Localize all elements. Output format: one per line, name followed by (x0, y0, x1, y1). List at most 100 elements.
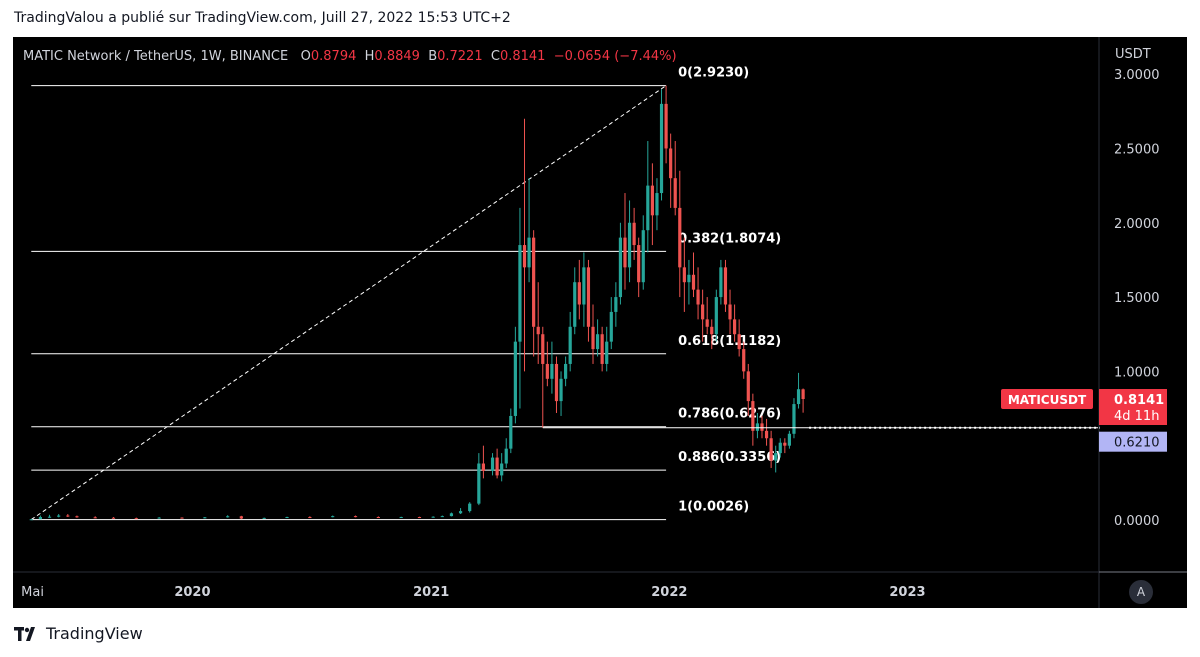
price-tick-label: 1.0000 (1114, 365, 1160, 380)
candle-body (417, 517, 422, 519)
candle-body (481, 463, 486, 471)
candle-body (564, 363, 568, 379)
candle (586, 259, 591, 342)
candle (646, 141, 650, 253)
candle (468, 502, 472, 513)
legend-close-label: C (490, 49, 500, 64)
candle (495, 448, 499, 479)
candle (618, 222, 623, 305)
price-tick-label: 3.0000 (1114, 68, 1160, 83)
candle (701, 289, 705, 342)
ohlc-legend: MATIC Network / TetherUS, 1W, BINANCE O0… (23, 49, 677, 64)
candle-body (746, 371, 750, 402)
candle (38, 515, 43, 520)
candle (760, 415, 764, 439)
candle-body (774, 453, 778, 461)
candle (582, 252, 586, 327)
candlestick-chart[interactable]: 0(2.9230) 0.382(1.8074) 0.618(1.1182) 0.786… (13, 37, 1187, 608)
candle-body (787, 433, 791, 446)
candle (723, 259, 728, 312)
candle-body (203, 517, 207, 519)
candle (93, 516, 97, 519)
candle (554, 356, 559, 413)
symbol-tag-bg (1001, 389, 1093, 410)
candle-body (527, 237, 531, 268)
candle (801, 388, 805, 413)
candle (536, 282, 540, 364)
candle-body (93, 517, 97, 519)
candle-body (239, 516, 243, 519)
candle-body (655, 193, 659, 216)
price-tick-label: 2.0000 (1114, 217, 1160, 232)
candle-body (614, 297, 618, 312)
candle-body (710, 326, 714, 335)
candle (682, 237, 686, 312)
fib-level-label: 0.886(0.3356) (678, 450, 781, 465)
candle-body (595, 334, 600, 350)
candle-body (57, 515, 61, 517)
candle-body (47, 516, 52, 518)
candle-body (399, 517, 403, 519)
candle-body (705, 319, 709, 327)
candle-body (29, 519, 33, 521)
candle-body (792, 404, 796, 434)
time-axis[interactable]: Mai 2020 2021 2022 2023 (13, 571, 1187, 600)
candle-body (440, 516, 444, 518)
candle (573, 267, 577, 335)
candle (513, 326, 517, 424)
candle-body (751, 401, 755, 431)
candle-body (728, 304, 732, 320)
candle-body (591, 326, 595, 350)
candle-body (582, 267, 586, 305)
candle (664, 85, 668, 164)
candle (669, 133, 673, 208)
candle-body (134, 518, 138, 520)
fib-retracement[interactable]: 0(2.9230) 0.382(1.8074) 0.618(1.1182) 0.786… (30, 66, 781, 521)
price-axis[interactable]: 3.0000 2.5000 2.0000 1.5000 1.0000 0.0000 (1098, 37, 1160, 608)
candle-body (490, 457, 495, 471)
candle (659, 89, 664, 201)
candle-body (742, 349, 746, 372)
candle-body (769, 438, 773, 461)
candle-body (477, 463, 481, 504)
candle-body (719, 267, 723, 298)
candle-body (646, 185, 650, 231)
brand[interactable]: TradingView (14, 624, 143, 643)
publisher-line: TradingValou a publié sur TradingView.co… (14, 10, 511, 26)
candle (655, 178, 659, 231)
candle-body (659, 103, 664, 194)
candle-body (75, 516, 79, 518)
candle-body (545, 363, 549, 379)
legend-low-label: B (428, 49, 438, 64)
candle-body (38, 517, 43, 520)
chart-panel[interactable]: 0(2.9230) 0.382(1.8074) 0.618(1.1182) 0.786… (13, 37, 1187, 608)
candle-body (518, 245, 522, 342)
candle-body (673, 178, 677, 208)
candle (577, 259, 581, 320)
tradingview-logo-icon (14, 626, 35, 641)
candle-body (577, 282, 581, 305)
candle (696, 267, 700, 320)
candle (285, 516, 289, 519)
line-price-tag: 0.6210 (1114, 436, 1160, 451)
fib-level-label: 0.618(1.1182) (678, 334, 781, 349)
auto-scale-button[interactable]: A (1129, 580, 1153, 604)
candle (431, 516, 435, 518)
candle-body (66, 515, 70, 517)
candle (691, 252, 696, 298)
time-tick-label: 2022 (651, 585, 687, 600)
candle (746, 363, 750, 416)
candle (376, 516, 380, 519)
candle-body (532, 237, 536, 327)
candle (75, 515, 79, 518)
fib-trend-line (30, 85, 667, 521)
countdown-tag: 4d 11h (1114, 409, 1159, 424)
candle-body (618, 237, 623, 298)
candle-body (801, 389, 805, 400)
candle (527, 178, 531, 283)
candle (632, 207, 636, 260)
price-tick-label: 0.0000 (1114, 514, 1160, 529)
candle (591, 304, 595, 364)
last-price-tag: 0.8141 (1114, 393, 1164, 408)
candle-body (308, 517, 312, 519)
